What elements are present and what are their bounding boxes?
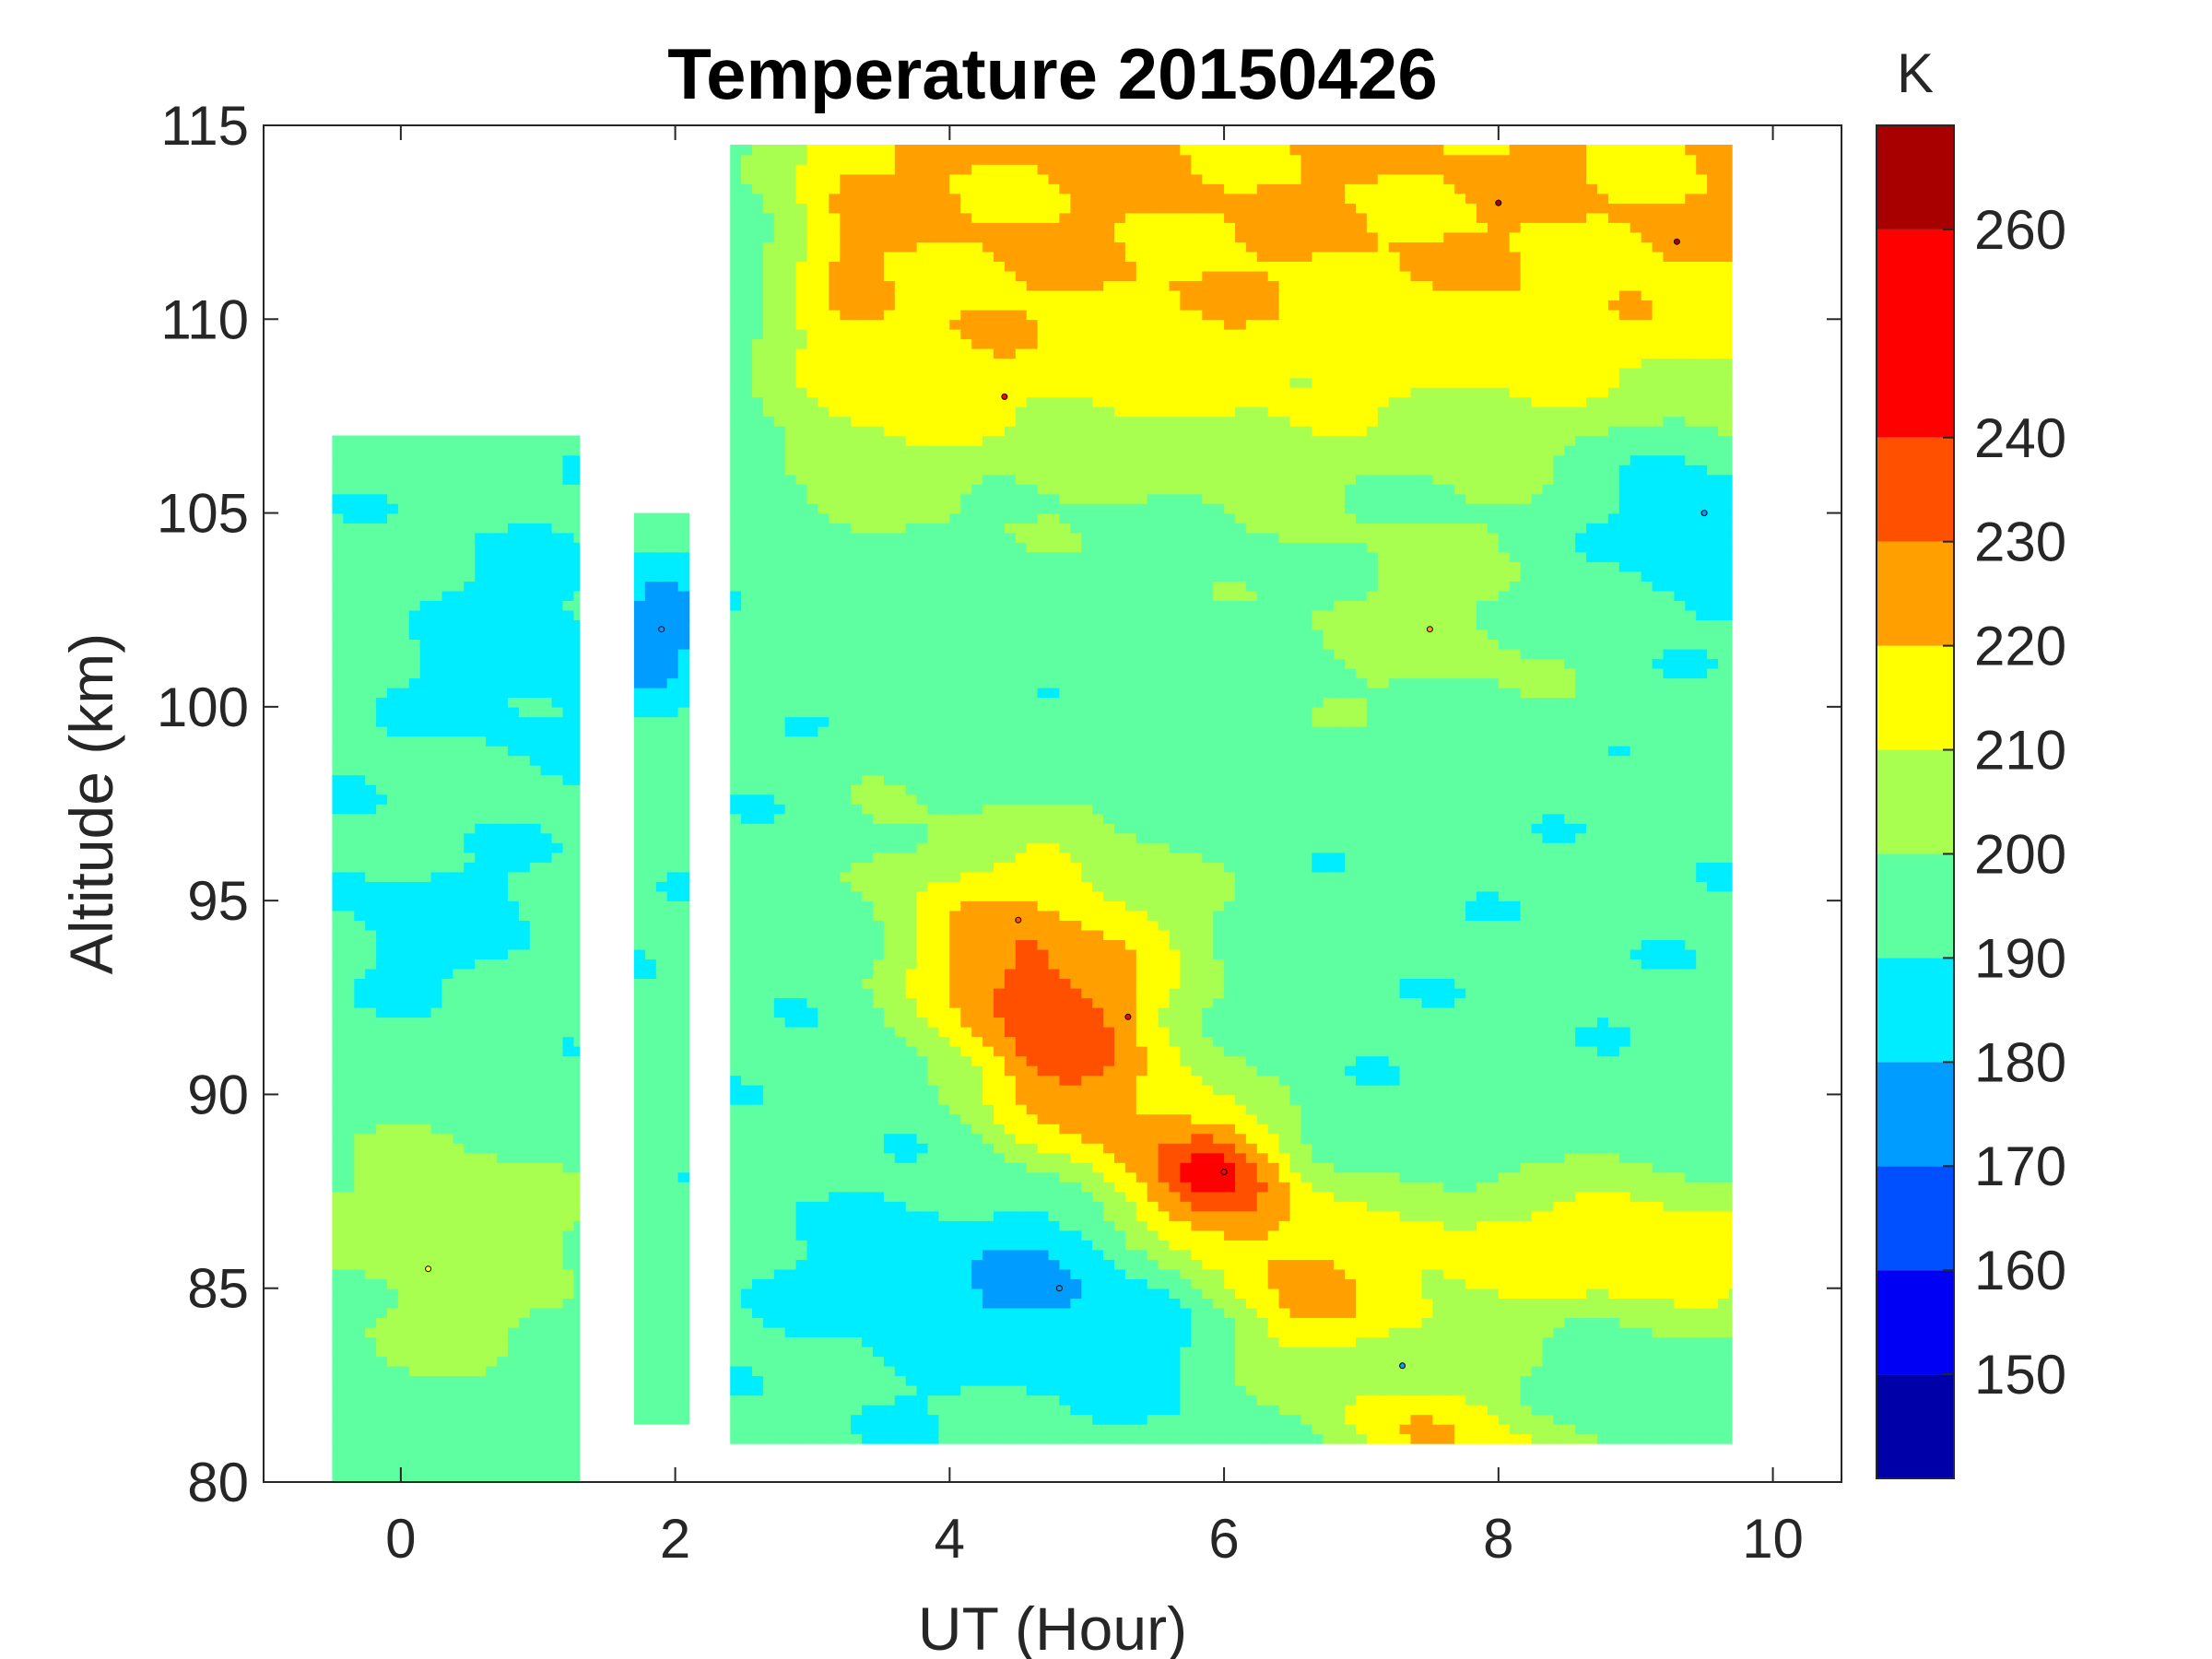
y-axis: 80 85 90 95 100 105 110 115	[157, 95, 1841, 1513]
feature-point-5	[1001, 393, 1008, 400]
y-axis-label: Altitude (km)	[57, 633, 125, 974]
colorbar-frame	[1876, 124, 1955, 1479]
x-tick-label: 4	[935, 1508, 965, 1570]
feature-point-9	[1399, 1362, 1406, 1370]
y-tick-label: 100	[157, 677, 249, 738]
colorbar-segment	[1877, 1166, 1954, 1271]
x-tick-label: 10	[1742, 1508, 1804, 1570]
x-tick-label: 2	[660, 1508, 690, 1570]
coverage-block-3	[730, 145, 1733, 1444]
colorbar-segment	[1877, 645, 1954, 750]
colorbar-segment	[1877, 541, 1954, 646]
colorbar-tick-label: 260	[1974, 199, 2066, 261]
colorbar-segment	[1877, 1270, 1954, 1375]
colorbar-tick-label: 240	[1974, 407, 2066, 469]
feature-point-4	[1673, 238, 1680, 245]
colorbar-tick-label: 150	[1974, 1344, 2066, 1406]
colorbar-tick-label: 160	[1974, 1240, 2066, 1301]
feature-point-2	[1220, 1169, 1228, 1175]
colorbar-segment	[1877, 1062, 1954, 1167]
colorbar-tick-label: 230	[1974, 512, 2066, 573]
x-tick-label: 6	[1208, 1508, 1239, 1570]
feature-point-1	[1124, 1013, 1132, 1020]
colorbar-segment	[1877, 749, 1954, 854]
feature-point-8	[658, 626, 665, 633]
colorbar-tick-label: 210	[1974, 720, 2066, 782]
colorbar-tick-label: 220	[1974, 616, 2066, 677]
feature-point-11	[1015, 916, 1022, 924]
x-axis-label: UT (Hour)	[918, 1594, 1187, 1659]
y-tick-label: 115	[160, 95, 249, 157]
x-tick-label: 0	[385, 1508, 416, 1570]
colorbar-segment	[1877, 1374, 1954, 1478]
colorbar-segment	[1877, 437, 1954, 542]
feature-point-10	[425, 1265, 432, 1273]
coverage-block-2	[633, 512, 690, 1425]
x-axis: 0 2 4 6 8 10	[385, 125, 1804, 1570]
y-tick-label: 85	[187, 1258, 249, 1320]
y-tick-label: 95	[187, 870, 249, 932]
y-tick-label: 80	[187, 1452, 249, 1513]
colorbar-tick-label: 190	[1974, 927, 2066, 989]
feature-point-3	[1495, 199, 1502, 206]
y-tick-label: 90	[187, 1064, 249, 1125]
y-tick-label: 105	[157, 483, 249, 545]
feature-point-12	[1426, 626, 1433, 633]
colorbar-segment	[1877, 229, 1954, 438]
colorbar-tick-label: 200	[1974, 823, 2066, 885]
y-tick-label: 110	[160, 288, 249, 350]
colorbar-segment	[1877, 853, 1954, 959]
colorbar: 150 160 170 180 190 200 210 220 230 240 260	[1876, 124, 2066, 1479]
plot-frame	[263, 124, 1842, 1483]
chart-title: Temperature 20150426	[667, 33, 1437, 114]
colorbar-tick-label: 180	[1974, 1031, 2066, 1093]
colorbar-segment	[1877, 958, 1954, 1063]
feature-point-7	[1700, 510, 1708, 517]
feature-point-6	[1055, 1285, 1063, 1292]
colorbar-tick-label: 170	[1974, 1135, 2066, 1197]
coverage-block-1	[332, 435, 581, 1482]
colorbar-unit: K	[1897, 42, 1934, 104]
colorbar-segment	[1877, 125, 1954, 229]
contour-field	[332, 145, 1733, 1482]
x-tick-label: 8	[1483, 1508, 1513, 1570]
